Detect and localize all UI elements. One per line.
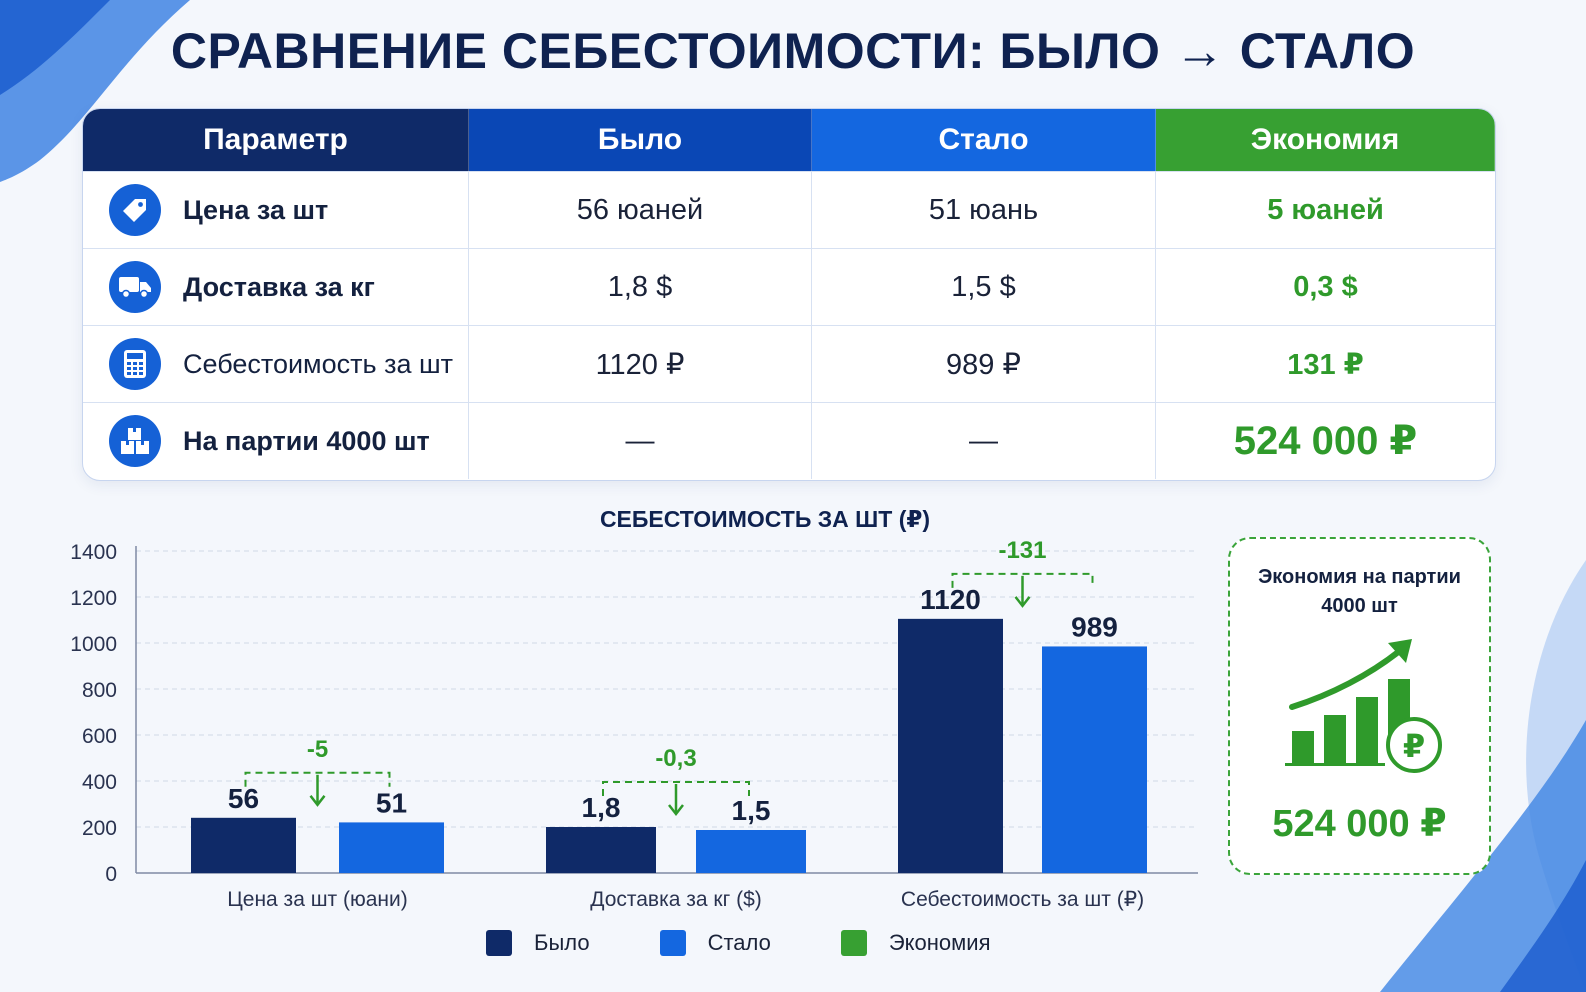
- legend-item-was: Было: [486, 930, 590, 956]
- data-label: 1,8: [582, 792, 621, 823]
- saving-value: 524 000 ₽: [1233, 419, 1418, 463]
- param-cell: Себестоимость за шт: [83, 326, 469, 402]
- x-category-label: Себестоимость за шт (₽): [901, 888, 1144, 911]
- difference-arrow-head: [668, 804, 684, 817]
- param-label: Цена за шт: [183, 194, 329, 225]
- data-label: 1120: [920, 584, 981, 615]
- savings-card: Экономия на партии 4000 шт ₽ 524 000 ₽: [1228, 537, 1491, 875]
- bar-now: [1042, 646, 1147, 873]
- y-tick-label: 0: [105, 863, 117, 886]
- legend-swatch-now: [659, 930, 686, 956]
- difference-label: -0,3: [655, 745, 696, 772]
- header-saving: Экономия: [1156, 109, 1495, 171]
- boxes-icon: [109, 415, 161, 467]
- table-row: Доставка за кг 1,8 $ 1,5 $ 0,3 $: [83, 248, 1495, 325]
- now-value: —: [812, 403, 1156, 479]
- y-tick-label: 200: [82, 817, 117, 840]
- header-now: Стало: [812, 109, 1156, 171]
- data-label: 1,5: [732, 795, 771, 826]
- bar-was: [898, 618, 1003, 873]
- legend-swatch-saving: [840, 930, 867, 956]
- was-value: 1,8 $: [469, 249, 812, 325]
- difference-arrow-head: [309, 795, 326, 807]
- was-value: 56 юаней: [469, 172, 812, 248]
- y-tick-label: 1000: [70, 633, 117, 656]
- param-cell: На партии 4000 шт: [83, 403, 469, 479]
- bar-chart: 0 200 400 600 800 1000 1200 1400 56 51 -5 Цена за ш…: [70, 537, 1198, 911]
- data-label: 56: [228, 783, 259, 814]
- x-category-label: Цена за шт (юани): [227, 888, 408, 911]
- difference-label: -131: [998, 537, 1046, 564]
- param-label: На партии 4000 шт: [183, 425, 430, 456]
- difference-arrow-head: [1014, 596, 1031, 608]
- y-tick-label: 1200: [70, 587, 117, 610]
- now-value: 1,5 $: [812, 249, 1156, 325]
- now-value: 51 юань: [812, 172, 1156, 248]
- bar-was: [191, 817, 296, 873]
- chart-legend: Было Стало Экономия: [486, 930, 1061, 956]
- growth-chart-ruble-icon: ₽: [1285, 639, 1442, 773]
- savings-card-title-line2: 4000 шт: [1321, 595, 1398, 617]
- param-cell: Доставка за кг: [83, 249, 469, 325]
- header-parameter: Параметр: [83, 109, 469, 171]
- savings-card-title-line1: Экономия на партии: [1258, 566, 1461, 588]
- y-tick-label: 400: [82, 771, 117, 794]
- legend-item-saving: Экономия: [840, 930, 991, 956]
- table-header-row: Параметр Было Стало Экономия: [83, 109, 1495, 171]
- bar-now: [696, 829, 806, 873]
- bar-was: [546, 827, 656, 873]
- now-value: 989 ₽: [812, 326, 1156, 402]
- param-cell: Цена за шт: [83, 172, 469, 248]
- was-value: —: [469, 403, 812, 479]
- table-row: Себестоимость за шт 1120 ₽ 989 ₽ 131 ₽: [83, 325, 1495, 402]
- saving-value: 0,3 $: [1293, 270, 1358, 303]
- was-value: 1120 ₽: [469, 326, 812, 402]
- page-title: СРАВНЕНИЕ СЕБЕСТОИМОСТИ: БЫЛО → СТАЛО: [170, 23, 1416, 79]
- saving-value: 5 юаней: [1267, 193, 1384, 226]
- difference-bracket: [244, 771, 391, 787]
- difference-label: -5: [307, 736, 328, 763]
- legend-label: Экономия: [888, 930, 991, 955]
- difference-bracket: [602, 781, 750, 796]
- bar-now: [339, 822, 444, 873]
- legend-item-now: Стало: [659, 930, 771, 956]
- calculator-icon: [109, 338, 161, 390]
- savings-card-value: 524 000 ₽: [1272, 803, 1447, 845]
- param-label: Себестоимость за шт: [183, 348, 453, 379]
- legend-swatch-was: [486, 930, 512, 956]
- comparison-table: Параметр Было Стало Экономия Цена за шт …: [82, 108, 1496, 481]
- y-tick-label: 800: [82, 679, 117, 702]
- data-label: 989: [1071, 611, 1118, 642]
- param-label: Доставка за кг: [183, 271, 375, 302]
- table-row: На партии 4000 шт — — 524 000 ₽: [83, 402, 1495, 479]
- y-tick-label: 600: [82, 725, 117, 748]
- price-tag-icon: [109, 184, 161, 236]
- legend-label: Стало: [707, 930, 771, 955]
- data-label: 51: [376, 787, 407, 818]
- chart-title: СЕБЕСТОИМОСТЬ ЗА ШТ (₽): [599, 506, 931, 532]
- saving-value: 131 ₽: [1287, 348, 1364, 381]
- truck-icon: [109, 261, 161, 313]
- x-category-label: Доставка за кг ($): [590, 888, 762, 911]
- y-tick-label: 1400: [70, 541, 117, 564]
- svg-text:₽: ₽: [1403, 727, 1425, 765]
- savings-card-title: Экономия на партии 4000 шт: [1230, 563, 1489, 621]
- table-row: Цена за шт 56 юаней 51 юань 5 юаней: [83, 171, 1495, 248]
- header-was: Было: [469, 109, 812, 171]
- legend-label: Было: [534, 930, 590, 955]
